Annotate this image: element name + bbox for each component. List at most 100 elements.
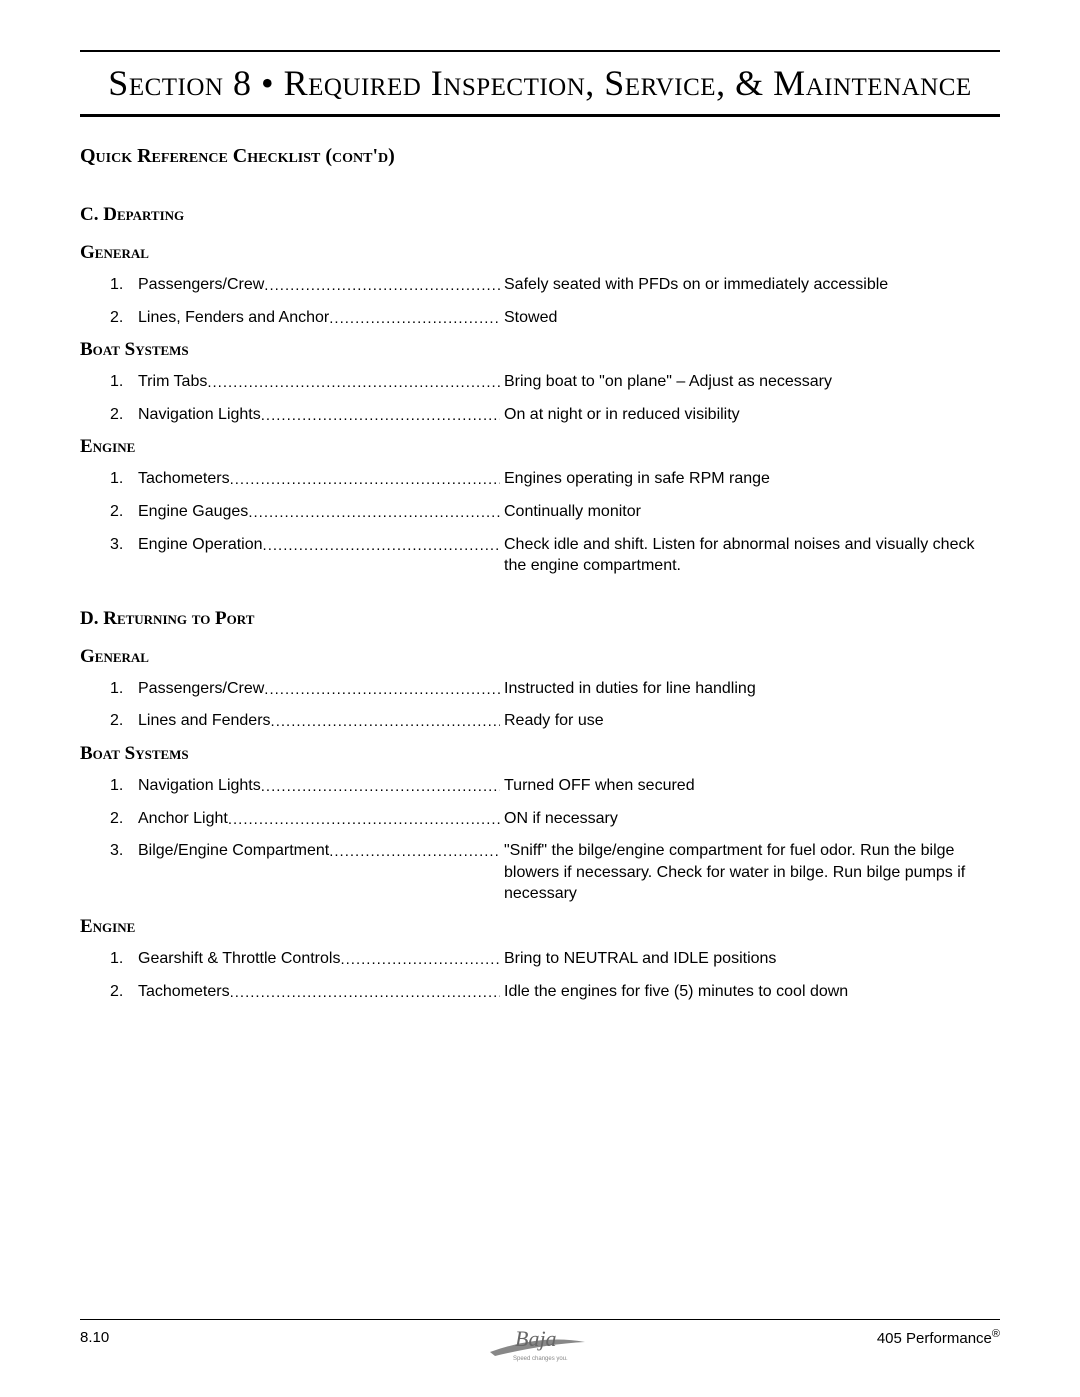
footer: 8.10 Baja Speed changes you. 405 Perform… xyxy=(80,1319,1000,1347)
item-label-area: Gearshift & Throttle Controls...........… xyxy=(138,948,500,970)
footer-doc-title: 405 Performance® xyxy=(877,1328,1000,1347)
item-label-area: Lines, Fenders and Anchor...............… xyxy=(138,307,500,329)
category-heading: General xyxy=(80,242,1000,264)
item-description: Safely seated with PFDs on or immediatel… xyxy=(500,274,1000,296)
leader-dots: ........................................… xyxy=(329,309,500,329)
item-number: 1. xyxy=(110,274,138,296)
item-label-area: Navigation Lights.......................… xyxy=(138,775,500,797)
checklist-row: 2.Lines and Fenders.....................… xyxy=(80,710,1000,732)
item-label-area: Passengers/Crew.........................… xyxy=(138,678,500,700)
leader-dots: ........................................… xyxy=(264,680,500,700)
checklist-row: 1.Passengers/Crew.......................… xyxy=(80,678,1000,700)
item-number: 2. xyxy=(110,710,138,732)
item-label: Navigation Lights xyxy=(138,775,261,797)
item-number: 1. xyxy=(110,371,138,393)
item-number: 2. xyxy=(110,981,138,1003)
item-number: 1. xyxy=(110,775,138,797)
item-description: Stowed xyxy=(500,307,1000,329)
category-heading: Engine xyxy=(80,916,1000,938)
leader-dots: ........................................… xyxy=(207,373,500,393)
footer-logo: Baja Speed changes you. xyxy=(485,1324,595,1368)
item-number: 2. xyxy=(110,808,138,830)
item-number: 1. xyxy=(110,468,138,490)
leader-dots: ........................................… xyxy=(271,712,500,732)
item-label: Lines, Fenders and Anchor xyxy=(138,307,329,329)
item-label: Tachometers xyxy=(138,981,230,1003)
item-number: 3. xyxy=(110,840,138,905)
leader-dots: ........................................… xyxy=(264,276,500,296)
item-label: Passengers/Crew xyxy=(138,678,264,700)
item-description: Instructed in duties for line handling xyxy=(500,678,1000,700)
item-description: Bring boat to "on plane" – Adjust as nec… xyxy=(500,371,1000,393)
item-label: Passengers/Crew xyxy=(138,274,264,296)
item-description: Continually monitor xyxy=(500,501,1000,523)
block-heading: C. Departing xyxy=(80,204,1000,226)
leader-dots: ........................................… xyxy=(263,536,500,556)
logo-tagline-svg: Speed changes you. xyxy=(513,1356,568,1362)
footer-right-text: 405 Performance xyxy=(877,1330,992,1347)
item-label-area: Navigation Lights.......................… xyxy=(138,404,500,426)
item-label: Trim Tabs xyxy=(138,371,207,393)
logo-text-svg: Baja xyxy=(515,1326,557,1351)
section-title: Section 8 • Required Inspection, Service… xyxy=(80,56,1000,114)
item-number: 1. xyxy=(110,948,138,970)
item-label: Tachometers xyxy=(138,468,230,490)
leader-dots: ........................................… xyxy=(230,470,500,490)
item-label: Engine Operation xyxy=(138,534,263,556)
item-number: 2. xyxy=(110,307,138,329)
leader-dots: ........................................… xyxy=(261,406,500,426)
item-description: ON if necessary xyxy=(500,808,1000,830)
item-number: 2. xyxy=(110,501,138,523)
item-label: Gearshift & Throttle Controls xyxy=(138,948,340,970)
checklist-row: 1.Passengers/Crew.......................… xyxy=(80,274,1000,296)
item-label: Bilge/Engine Compartment xyxy=(138,840,329,862)
block-spacer xyxy=(80,1013,1000,1033)
block-spacer xyxy=(80,588,1000,608)
item-label: Lines and Fenders xyxy=(138,710,271,732)
top-rule xyxy=(80,50,1000,52)
subtitle: Quick Reference Checklist (cont'd) xyxy=(80,145,1000,168)
item-label-area: Trim Tabs...............................… xyxy=(138,371,500,393)
item-label: Engine Gauges xyxy=(138,501,248,523)
category-heading: Boat Systems xyxy=(80,743,1000,765)
category-heading: General xyxy=(80,646,1000,668)
page-number: 8.10 xyxy=(80,1329,109,1346)
item-description: Turned OFF when secured xyxy=(500,775,1000,797)
checklist-row: 1.Navigation Lights.....................… xyxy=(80,775,1000,797)
leader-dots: ........................................… xyxy=(230,983,500,1003)
leader-dots: ........................................… xyxy=(248,503,500,523)
item-label-area: Lines and Fenders.......................… xyxy=(138,710,500,732)
item-label: Anchor Light xyxy=(138,808,228,830)
checklist-row: 1.Trim Tabs.............................… xyxy=(80,371,1000,393)
item-label-area: Anchor Light............................… xyxy=(138,808,500,830)
item-label: Navigation Lights xyxy=(138,404,261,426)
item-label-area: Bilge/Engine Compartment................… xyxy=(138,840,500,905)
leader-dots: ........................................… xyxy=(228,810,500,830)
checklist-row: 2.Anchor Light..........................… xyxy=(80,808,1000,830)
item-number: 1. xyxy=(110,678,138,700)
block-heading: D. Returning to Port xyxy=(80,608,1000,630)
item-label-area: Tachometers.............................… xyxy=(138,468,500,490)
item-label-area: Engine Gauges...........................… xyxy=(138,501,500,523)
item-description: Check idle and shift. Listen for abnorma… xyxy=(500,534,1000,577)
checklist-row: 2.Navigation Lights.....................… xyxy=(80,404,1000,426)
item-label-area: Engine Operation........................… xyxy=(138,534,500,577)
leader-dots: ........................................… xyxy=(340,950,500,970)
item-description: Bring to NEUTRAL and IDLE positions xyxy=(500,948,1000,970)
checklist-row: 2.Lines, Fenders and Anchor.............… xyxy=(80,307,1000,329)
item-description: Engines operating in safe RPM range xyxy=(500,468,1000,490)
category-heading: Boat Systems xyxy=(80,339,1000,361)
checklist-row: 1.Tachometers...........................… xyxy=(80,468,1000,490)
item-description: On at night or in reduced visibility xyxy=(500,404,1000,426)
content-area: C. DepartingGeneral1.Passengers/Crew....… xyxy=(80,204,1000,1033)
checklist-row: 2.Engine Gauges.........................… xyxy=(80,501,1000,523)
footer-right-sup: ® xyxy=(992,1328,1000,1340)
category-heading: Engine xyxy=(80,436,1000,458)
leader-dots: ........................................… xyxy=(329,842,500,862)
item-description: Ready for use xyxy=(500,710,1000,732)
leader-dots: ........................................… xyxy=(261,777,500,797)
item-description: "Sniff" the bilge/engine compartment for… xyxy=(500,840,1000,905)
checklist-row: 2.Tachometers...........................… xyxy=(80,981,1000,1003)
item-number: 3. xyxy=(110,534,138,577)
checklist-row: 3.Engine Operation......................… xyxy=(80,534,1000,577)
